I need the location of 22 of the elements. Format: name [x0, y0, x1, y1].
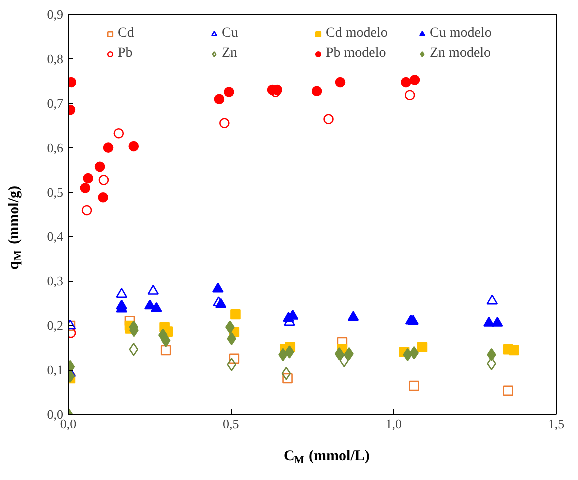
legend-label: Zn modelo	[430, 45, 492, 63]
y-tick-label: 0,7	[47, 96, 64, 111]
legend-label: Cu modelo	[430, 25, 493, 43]
legend-label: Cd modelo	[326, 25, 389, 43]
legend-label: Cu	[222, 25, 240, 43]
legend-label: Pb modelo	[326, 45, 388, 63]
legend-label: Pb	[118, 45, 134, 63]
y-tick-label: 0,4	[47, 229, 64, 244]
x-tick-label: 1,0	[386, 416, 402, 432]
y-tick-label: 0,6	[47, 140, 64, 156]
x-tick-label: 1,5	[548, 416, 565, 432]
y-tick-label: 0,0	[47, 407, 64, 422]
y-tick-label: 0,5	[47, 184, 64, 200]
x-tick-label: 0,5	[223, 416, 240, 432]
y-axis-title: qM (mmol/g)	[6, 186, 24, 270]
y-tick-label: 0,9	[47, 7, 64, 22]
legend-label: Cd	[118, 25, 136, 43]
legend-label: Zn	[222, 45, 239, 63]
y-tick-label: 0,8	[47, 51, 64, 66]
y-tick-label: 0,2	[47, 318, 64, 334]
y-tick-label: 0,3	[47, 274, 64, 289]
y-tick-label: 0,1	[47, 362, 64, 378]
